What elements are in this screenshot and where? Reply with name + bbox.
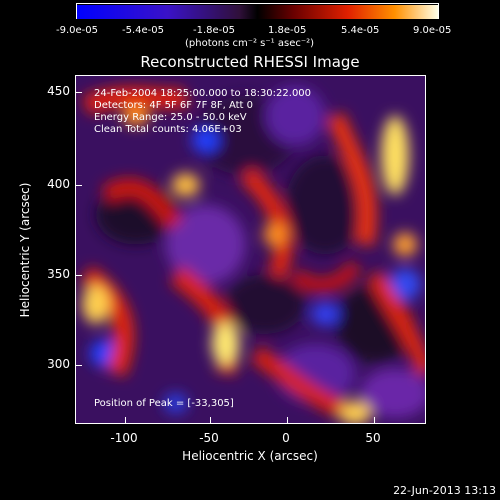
x-axis-label: Heliocentric X (arcsec) — [182, 449, 318, 463]
y-tick-mark — [76, 185, 82, 186]
colorbar-tick: 9.0e-05 — [413, 25, 452, 36]
y-tick-label: 450 — [47, 84, 70, 98]
energy-range-label: Energy Range: 25.0 - 50.0 keV — [94, 112, 247, 123]
colorbar-tick: -1.8e-05 — [193, 25, 235, 36]
y-tick-mark — [76, 365, 82, 366]
rhessi-image — [76, 76, 425, 423]
y-tick-mark — [76, 275, 82, 276]
y-tick-label: 400 — [47, 177, 70, 191]
y-tick-mark — [76, 92, 82, 93]
peak-position-label: Position of Peak = [-33,305] — [94, 398, 234, 409]
y-tick-label: 300 — [47, 357, 70, 371]
colorbar-gradient — [77, 5, 438, 19]
x-tick-mark — [287, 417, 288, 423]
x-tick-label: 0 — [282, 431, 290, 445]
y-axis-label: Heliocentric Y (arcsec) — [18, 182, 32, 318]
plot-title: Reconstructed RHESSI Image — [140, 53, 360, 71]
colorbar-tick: 5.4e-05 — [341, 25, 380, 36]
colorbar — [76, 3, 439, 19]
time-range-label: 24-Feb-2004 18:25:00.000 to 18:30:22.000 — [94, 88, 312, 99]
image-panel — [75, 75, 426, 424]
y-tick-label: 350 — [47, 267, 70, 281]
x-tick-label: -100 — [110, 431, 138, 445]
x-tick-mark — [210, 417, 211, 423]
detectors-label: Detectors: 4F 5F 6F 7F 8F, Att 0 — [94, 100, 254, 111]
method-label: Clean Total counts: 4.06E+03 — [94, 124, 242, 135]
x-tick-label: -50 — [199, 431, 219, 445]
x-tick-label: 50 — [365, 431, 381, 445]
colorbar-units: (photons cm⁻² s⁻¹ asec⁻²) — [185, 38, 315, 49]
colorbar-tick: 1.8e-05 — [268, 25, 307, 36]
colorbar-tick: -5.4e-05 — [122, 25, 164, 36]
footer-date: 22-Jun-2013 13:13 — [393, 484, 496, 497]
x-tick-mark — [374, 417, 375, 423]
colorbar-tick: -9.0e-05 — [56, 25, 98, 36]
x-tick-mark — [125, 417, 126, 423]
